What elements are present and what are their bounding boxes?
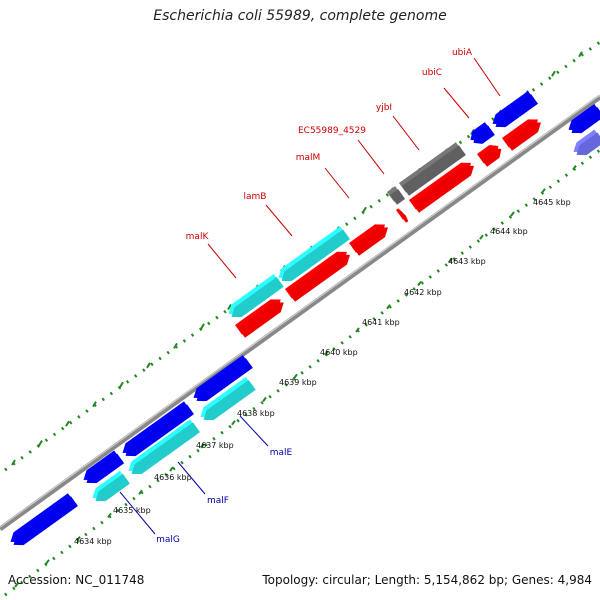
tick-mark <box>231 420 236 426</box>
gene-arrow[interactable] <box>571 107 600 134</box>
tick-label: 4641 kbp <box>362 318 400 327</box>
tick-mark <box>200 443 205 449</box>
tick-label: 4637 kbp <box>196 441 234 450</box>
gene-arrow[interactable] <box>402 145 466 196</box>
tick-mark <box>38 440 43 447</box>
gene-arrow[interactable] <box>196 358 253 402</box>
gene-arrow[interactable] <box>231 277 284 318</box>
tick-label: 4643 kbp <box>448 257 486 266</box>
gene-arrow[interactable] <box>576 132 600 156</box>
gene-arrow[interactable] <box>495 94 538 128</box>
tick-mark <box>65 420 70 427</box>
tick-mark <box>45 559 50 565</box>
lower-tick-marks <box>14 165 577 588</box>
label-pointer <box>392 115 420 151</box>
tick-label: 4636 kbp <box>154 473 192 482</box>
tick-mark <box>386 304 391 310</box>
gene-arrow[interactable] <box>480 148 502 167</box>
gene-label-malf[interactable]: malF <box>207 496 229 506</box>
gene-label-male[interactable]: malE <box>270 448 293 458</box>
gene-arrow[interactable] <box>390 189 406 205</box>
tick-mark <box>479 234 484 240</box>
tick-mark <box>362 206 367 213</box>
gene-arrow[interactable] <box>203 380 256 421</box>
tick-mark <box>173 342 178 349</box>
tick-mark <box>92 401 97 408</box>
gene-arrow[interactable] <box>131 422 200 475</box>
gene-features <box>10 91 600 546</box>
gene-arrow[interactable] <box>86 453 125 484</box>
label-pointer <box>207 243 237 279</box>
tick-mark <box>169 466 174 472</box>
tick-mark <box>227 303 232 310</box>
label-pointer <box>357 139 385 175</box>
tick-mark <box>262 396 267 403</box>
genome-backbone <box>0 94 600 532</box>
tick-mark <box>146 362 151 369</box>
tick-mark <box>14 582 19 588</box>
gene-arrow[interactable] <box>238 302 284 338</box>
gene-label-yjbi[interactable]: yjbI <box>376 103 392 113</box>
gene-label-ubia[interactable]: ubiA <box>452 48 473 58</box>
gene-arrow[interactable] <box>473 125 495 144</box>
tick-mark <box>448 257 453 263</box>
gene-label-lamb[interactable]: lamB <box>244 192 267 202</box>
tick-mark <box>551 70 556 77</box>
label-pointer <box>265 204 293 237</box>
label-pointer <box>177 461 206 495</box>
label-pointer <box>324 167 350 199</box>
gene-arrow[interactable] <box>95 473 130 502</box>
tick-mark <box>76 536 81 542</box>
tick-mark <box>138 489 143 495</box>
tick-label: 4635 kbp <box>113 506 151 515</box>
label-pointers <box>119 57 501 535</box>
gene-arrow[interactable] <box>13 496 78 546</box>
gene-arrow[interactable] <box>352 227 388 256</box>
gene-arrow[interactable] <box>125 404 194 457</box>
gene-arrow[interactable] <box>399 211 409 223</box>
gene-arrow[interactable] <box>412 165 474 213</box>
gene-arrow[interactable] <box>288 254 350 302</box>
tick-mark <box>510 211 515 217</box>
tick-mark <box>107 512 112 519</box>
gene-label-malk[interactable]: malK <box>186 232 210 242</box>
tick-mark <box>119 381 124 388</box>
tick-mark <box>11 459 16 466</box>
tick-mark <box>417 280 422 287</box>
tick-mark <box>578 51 583 58</box>
tick-label: 4634 kbp <box>74 537 112 546</box>
tick-label: 4639 kbp <box>279 378 317 387</box>
map-title: Escherichia coli 55989, complete genome <box>153 8 447 24</box>
tick-label: 4644 kbp <box>490 227 528 236</box>
lower-dotted-track <box>4 148 600 597</box>
genome-backbone-highlight <box>0 94 600 528</box>
accession-text: Accession: NC_011748 <box>8 573 145 587</box>
tick-label: 4640 kbp <box>320 348 358 357</box>
tick-label: 4638 kbp <box>237 409 275 418</box>
gene-label-malg[interactable]: malG <box>156 535 180 545</box>
tick-label: 4642 kbp <box>404 288 442 297</box>
tick-mark <box>541 188 546 194</box>
tick-mark <box>293 373 298 379</box>
label-pointer <box>443 87 470 119</box>
tick-mark <box>200 323 205 330</box>
genome-stats-text: Topology: circular; Length: 5,154,862 bp… <box>262 573 592 587</box>
tick-mark <box>355 327 360 333</box>
tick-mark <box>324 350 329 356</box>
tick-mark <box>572 165 577 171</box>
gene-label-ec55989_4529[interactable]: EC55989_4529 <box>298 126 366 136</box>
gene-labels: 4634 kbp 4635 kbp 4636 kbp 4637 kbp 4638 kbp… <box>74 48 571 546</box>
gene-arrow[interactable] <box>281 229 350 282</box>
label-pointer <box>119 491 156 535</box>
label-pointer <box>239 415 269 447</box>
gene-label-ubic[interactable]: ubiC <box>422 68 442 78</box>
gene-label-malm[interactable]: malM <box>296 153 321 163</box>
label-pointer <box>473 57 501 97</box>
gene-arrow[interactable] <box>505 122 541 151</box>
tick-label: 4645 kbp <box>533 198 571 207</box>
